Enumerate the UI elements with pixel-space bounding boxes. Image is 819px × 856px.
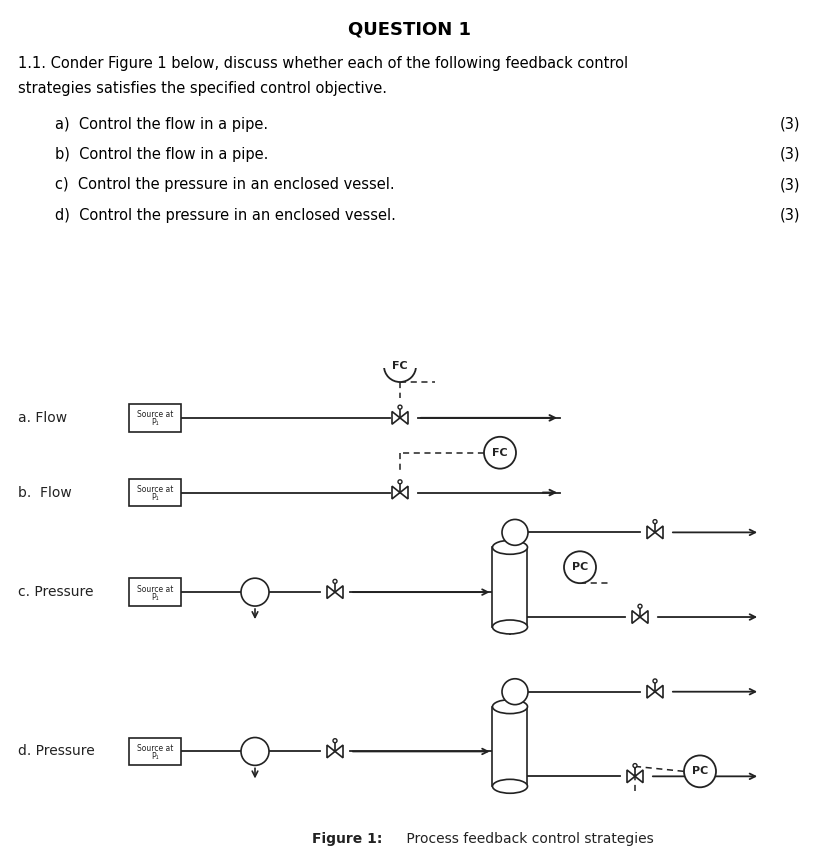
Text: P₁: P₁ <box>151 419 159 427</box>
Text: c. Pressure: c. Pressure <box>18 586 93 599</box>
Text: Figure 1:: Figure 1: <box>311 832 382 846</box>
Text: P₁: P₁ <box>151 493 159 502</box>
Bar <box>129 404 181 431</box>
Circle shape <box>637 604 641 609</box>
Text: PC: PC <box>571 562 587 572</box>
Circle shape <box>652 679 656 683</box>
Circle shape <box>241 738 269 765</box>
Ellipse shape <box>492 620 527 634</box>
Circle shape <box>483 437 515 468</box>
Circle shape <box>397 480 401 484</box>
Text: QUESTION 1: QUESTION 1 <box>348 21 471 39</box>
Polygon shape <box>335 586 342 598</box>
Polygon shape <box>654 526 663 538</box>
Text: 1.1. Conder Figure 1 below, discuss whether each of the following feedback contr: 1.1. Conder Figure 1 below, discuss whet… <box>18 56 627 71</box>
Text: (3): (3) <box>779 147 799 162</box>
Text: b)  Control the flow in a pipe.: b) Control the flow in a pipe. <box>55 147 268 162</box>
Circle shape <box>632 764 636 768</box>
Text: (3): (3) <box>779 177 799 193</box>
Circle shape <box>383 350 415 382</box>
Circle shape <box>333 580 337 583</box>
Ellipse shape <box>492 699 527 714</box>
Ellipse shape <box>492 540 527 555</box>
Polygon shape <box>627 770 634 782</box>
Text: Source at: Source at <box>137 410 173 419</box>
Bar <box>492 547 527 627</box>
Polygon shape <box>400 412 408 425</box>
Text: a. Flow: a. Flow <box>18 411 67 425</box>
Text: d)  Control the pressure in an enclosed vessel.: d) Control the pressure in an enclosed v… <box>55 208 396 223</box>
Polygon shape <box>646 526 654 538</box>
Polygon shape <box>327 745 335 758</box>
Text: (3): (3) <box>779 208 799 223</box>
Polygon shape <box>639 610 647 623</box>
Text: d. Pressure: d. Pressure <box>18 745 95 758</box>
Text: PC: PC <box>691 766 708 776</box>
Text: a)  Control the flow in a pipe.: a) Control the flow in a pipe. <box>55 116 268 132</box>
Bar <box>492 707 527 787</box>
Bar <box>129 738 181 765</box>
Bar <box>129 578 181 606</box>
Polygon shape <box>634 770 642 782</box>
Polygon shape <box>391 486 400 499</box>
Circle shape <box>501 520 527 545</box>
Text: (3): (3) <box>779 116 799 132</box>
Circle shape <box>397 405 401 409</box>
Text: Source at: Source at <box>137 744 173 753</box>
Text: Process feedback control strategies: Process feedback control strategies <box>401 832 653 846</box>
Text: Source at: Source at <box>137 485 173 494</box>
Polygon shape <box>327 586 335 598</box>
Text: FC: FC <box>491 448 507 458</box>
Text: Source at: Source at <box>137 585 173 594</box>
Bar <box>129 479 181 507</box>
Polygon shape <box>654 686 663 698</box>
Text: P₁: P₁ <box>151 752 159 761</box>
Polygon shape <box>400 486 408 499</box>
Text: c)  Control the pressure in an enclosed vessel.: c) Control the pressure in an enclosed v… <box>55 177 394 193</box>
Circle shape <box>501 679 527 704</box>
Polygon shape <box>646 686 654 698</box>
Circle shape <box>333 739 337 743</box>
Circle shape <box>563 551 595 583</box>
Circle shape <box>683 756 715 788</box>
Circle shape <box>241 578 269 606</box>
Ellipse shape <box>492 779 527 794</box>
Text: P₁: P₁ <box>151 592 159 602</box>
Circle shape <box>652 520 656 524</box>
Text: FC: FC <box>391 361 407 372</box>
Polygon shape <box>391 412 400 425</box>
Polygon shape <box>335 745 342 758</box>
Polygon shape <box>631 610 639 623</box>
Text: b.  Flow: b. Flow <box>18 485 72 500</box>
Text: strategies satisfies the specified control objective.: strategies satisfies the specified contr… <box>18 81 387 96</box>
